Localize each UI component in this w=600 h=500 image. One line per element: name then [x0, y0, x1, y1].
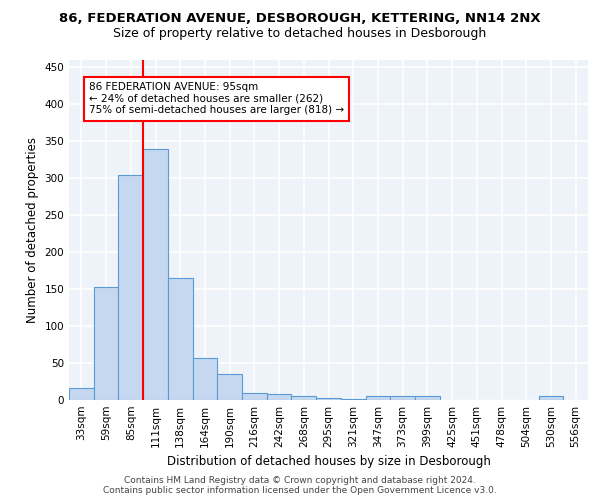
Text: 86 FEDERATION AVENUE: 95sqm
← 24% of detached houses are smaller (262)
75% of se: 86 FEDERATION AVENUE: 95sqm ← 24% of det…	[89, 82, 344, 116]
X-axis label: Distribution of detached houses by size in Desborough: Distribution of detached houses by size …	[167, 456, 490, 468]
Bar	[415, 396, 440, 400]
Y-axis label: Number of detached properties: Number of detached properties	[26, 137, 39, 323]
Bar	[118, 174, 143, 400]
Bar	[316, 398, 341, 400]
Bar	[341, 398, 365, 400]
Bar	[539, 396, 563, 400]
Bar	[267, 394, 292, 400]
Text: Contains HM Land Registry data © Crown copyright and database right 2024.
Contai: Contains HM Land Registry data © Crown c…	[103, 476, 497, 495]
Bar	[143, 148, 168, 400]
Bar	[292, 396, 316, 400]
Bar	[193, 358, 217, 400]
Bar	[242, 392, 267, 400]
Bar	[217, 374, 242, 400]
Text: Size of property relative to detached houses in Desborough: Size of property relative to detached ho…	[113, 28, 487, 40]
Text: 86, FEDERATION AVENUE, DESBOROUGH, KETTERING, NN14 2NX: 86, FEDERATION AVENUE, DESBOROUGH, KETTE…	[59, 12, 541, 26]
Bar	[168, 278, 193, 400]
Bar	[94, 287, 118, 400]
Bar	[69, 388, 94, 400]
Bar	[365, 396, 390, 400]
Bar	[390, 396, 415, 400]
